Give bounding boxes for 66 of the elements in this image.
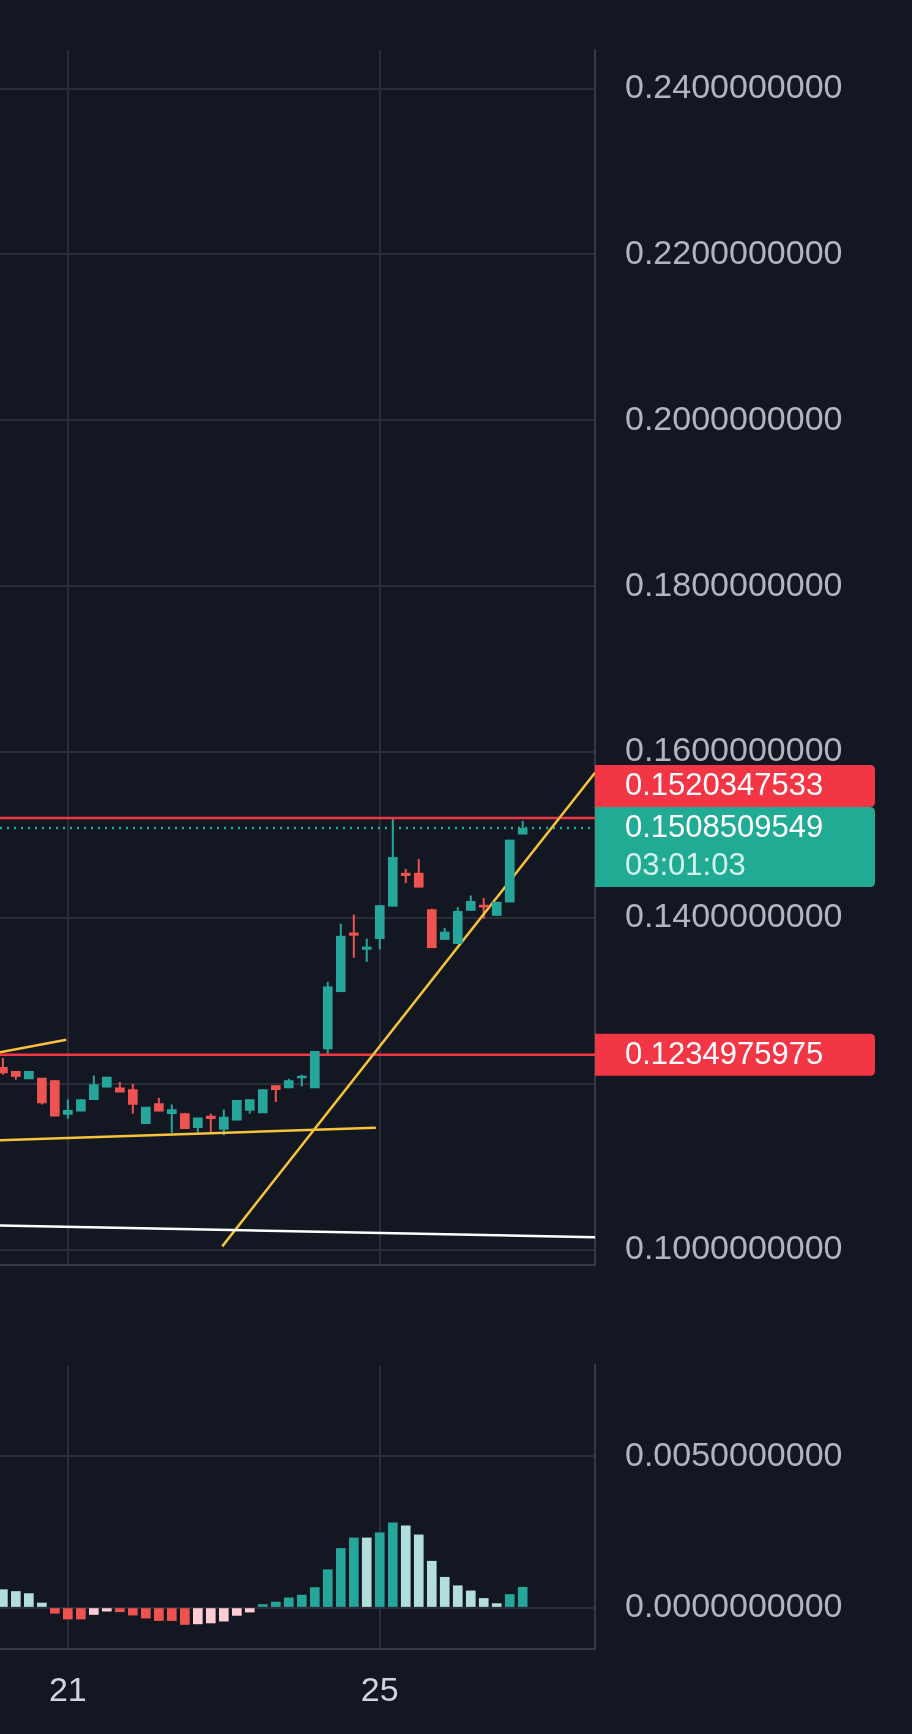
bar bbox=[452, 1585, 463, 1607]
bar bbox=[24, 1593, 34, 1607]
y-tick-label: 0.2000000000 bbox=[625, 398, 843, 437]
bar bbox=[270, 1601, 281, 1607]
bar bbox=[193, 1608, 203, 1625]
candlestick bbox=[232, 1099, 242, 1122]
bar bbox=[426, 1560, 437, 1607]
bar bbox=[205, 1608, 216, 1624]
bar bbox=[374, 1532, 385, 1607]
candlestick bbox=[218, 1108, 229, 1137]
bar bbox=[141, 1608, 151, 1619]
y-tick-label: 0.1400000000 bbox=[625, 896, 843, 935]
bar bbox=[387, 1522, 398, 1607]
x-tick-label: 21 bbox=[48, 1669, 87, 1708]
bar bbox=[491, 1603, 502, 1607]
candlestick bbox=[127, 1082, 138, 1115]
bar bbox=[335, 1548, 346, 1607]
y-tick-label: 0.0000000000 bbox=[625, 1585, 843, 1624]
bar bbox=[296, 1594, 307, 1607]
candlestick bbox=[361, 937, 372, 963]
y-tick-label: 0.1000000000 bbox=[625, 1228, 843, 1267]
bar bbox=[244, 1608, 255, 1613]
bar bbox=[232, 1608, 242, 1616]
candlestick bbox=[88, 1074, 99, 1101]
candlestick bbox=[205, 1112, 216, 1133]
candlestick bbox=[348, 913, 359, 959]
bar bbox=[478, 1598, 489, 1607]
candlestick bbox=[63, 1098, 73, 1120]
bar bbox=[127, 1608, 138, 1616]
candlestick bbox=[413, 858, 424, 889]
bar bbox=[11, 1591, 21, 1607]
bar bbox=[179, 1608, 190, 1625]
bar bbox=[283, 1597, 294, 1607]
bar bbox=[257, 1604, 268, 1607]
y-tick-label: 0.1600000000 bbox=[625, 730, 843, 769]
bar bbox=[504, 1594, 515, 1607]
bar bbox=[37, 1602, 47, 1607]
ref-line-label: 0.1234975975 bbox=[625, 1036, 824, 1072]
text: 03:01:03 bbox=[625, 847, 746, 883]
y-tick-label: 0.1800000000 bbox=[625, 564, 843, 603]
bar bbox=[115, 1608, 125, 1613]
bar bbox=[439, 1576, 450, 1607]
bar bbox=[218, 1608, 229, 1622]
ref-line-label: 0.1520347533 bbox=[625, 767, 824, 803]
candlestick bbox=[166, 1103, 177, 1134]
y-tick-label: 0.2200000000 bbox=[625, 232, 843, 271]
bar bbox=[517, 1586, 528, 1607]
bar bbox=[348, 1537, 359, 1607]
bar bbox=[49, 1608, 60, 1614]
bar bbox=[63, 1608, 73, 1620]
bar bbox=[413, 1534, 424, 1607]
bar bbox=[102, 1608, 112, 1612]
ref-line-label: 0.1508509549 bbox=[625, 809, 824, 845]
bar bbox=[322, 1569, 333, 1607]
bar bbox=[154, 1608, 164, 1621]
y-tick-label: 0.2400000000 bbox=[625, 66, 843, 105]
bar bbox=[309, 1587, 320, 1607]
bar bbox=[465, 1590, 476, 1607]
bar bbox=[76, 1608, 86, 1620]
bar bbox=[400, 1525, 411, 1607]
bar bbox=[166, 1608, 177, 1621]
x-tick-label: 25 bbox=[360, 1669, 399, 1708]
candlestick bbox=[257, 1088, 268, 1114]
bar bbox=[88, 1608, 99, 1615]
bar bbox=[361, 1537, 372, 1607]
y-tick-label: 0.0050000000 bbox=[625, 1434, 843, 1473]
